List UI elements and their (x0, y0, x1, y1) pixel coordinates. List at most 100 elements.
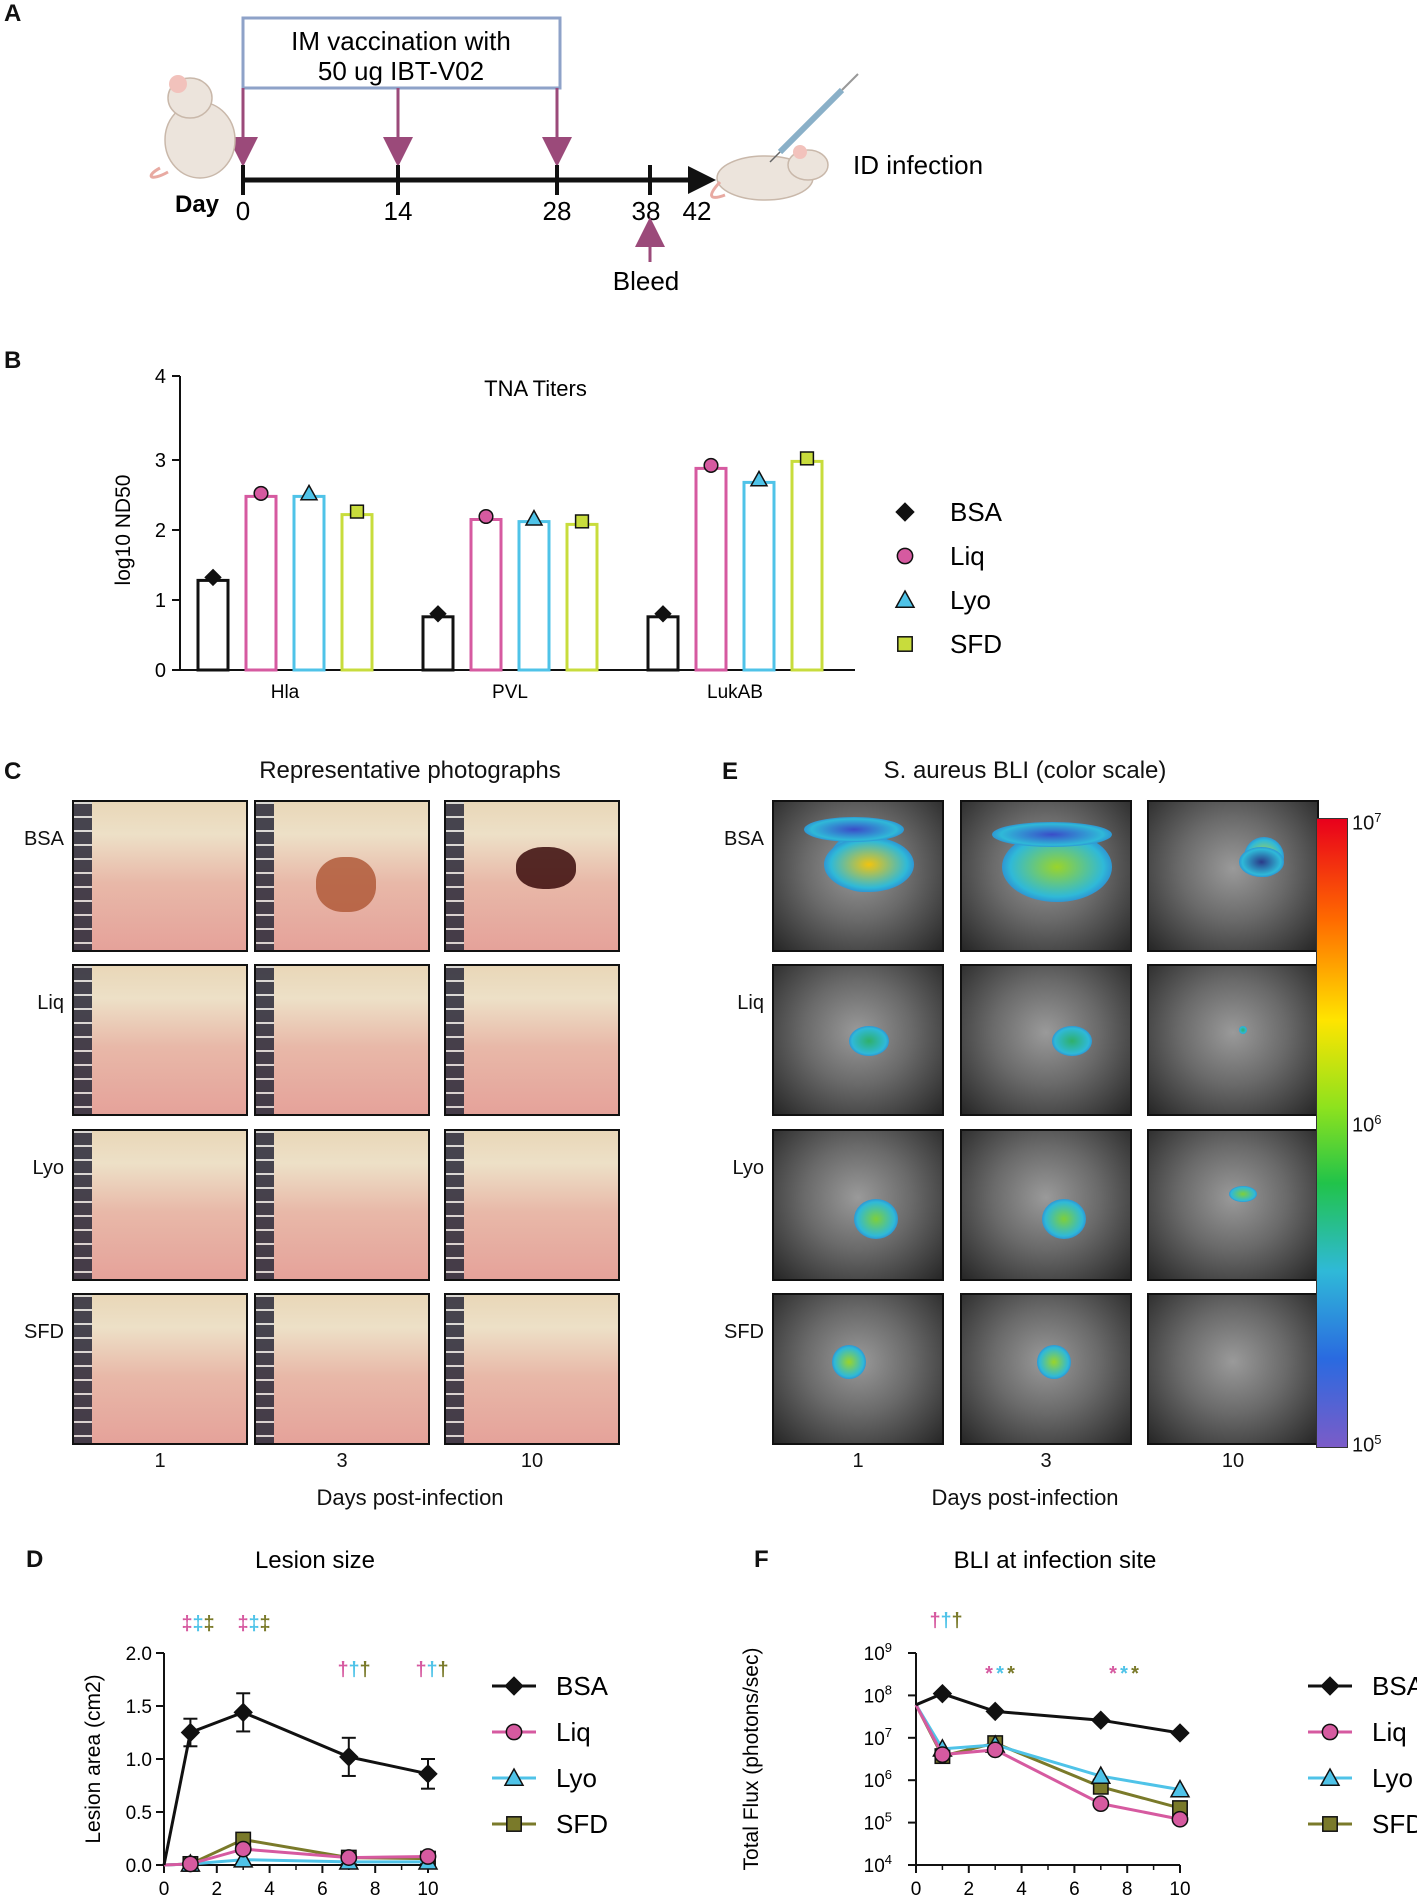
point-liq (1092, 1795, 1110, 1813)
legend-label: BSA (1372, 1671, 1417, 1701)
significance-mark: * (1131, 1663, 1139, 1685)
significance-mark: * (1120, 1663, 1128, 1685)
y-tick-label: 0.5 (126, 1803, 152, 1824)
bli-flux-chart: BLI at infection site 0 2 4 6 8 10 104 105 106 107… (740, 1547, 1417, 1900)
bli-signal (804, 817, 904, 842)
bli-signal (824, 837, 914, 892)
y-tick-label: 106 (864, 1767, 892, 1792)
significance-mark: † (359, 1659, 370, 1681)
significance-mark: * (1109, 1663, 1117, 1685)
x-tick-label: 0 (159, 1879, 170, 1900)
y-tick-label: 4 (155, 366, 166, 388)
bli-image (1147, 1129, 1319, 1281)
bli-signal (832, 1345, 866, 1379)
bar-liq (469, 518, 503, 672)
y-tick-label: 0 (155, 660, 166, 682)
point-liq (934, 1746, 951, 1764)
bar-sfd (790, 459, 824, 672)
bar-marker-sfd (349, 504, 365, 519)
ruler (74, 1295, 92, 1443)
photo-col-label: 10 (520, 1450, 544, 1472)
significance-mark: ‡ (203, 1613, 214, 1635)
tick-38: 38 (632, 196, 661, 226)
point-bsa (418, 1764, 438, 1784)
scale-bot-label: 105 (1352, 1432, 1382, 1457)
panel-d-letter: D (26, 1546, 44, 1573)
bli-image (1147, 964, 1319, 1116)
y-tick-label: 0.0 (126, 1856, 152, 1877)
x-tick-label: 6 (317, 1879, 328, 1900)
ruler (74, 1131, 92, 1279)
bar-sfd (565, 522, 599, 672)
legend-marker-lyo (894, 589, 916, 608)
y-tick-label: 105 (864, 1810, 892, 1835)
point-bsa (985, 1701, 1005, 1722)
bar-liq (244, 494, 278, 672)
tick-14: 14 (384, 196, 413, 226)
lesion-photo (254, 1293, 430, 1445)
panel-a-letter: A (4, 0, 22, 27)
legend-marker-liq (896, 547, 914, 565)
ruler (256, 802, 274, 950)
bar-lyo (742, 480, 776, 672)
lesion-photo (444, 1293, 620, 1445)
legend-label: SFD (1372, 1809, 1417, 1839)
mouse-syringe-icon (710, 73, 859, 201)
x-tick-label: 10 (417, 1879, 438, 1900)
ruler (446, 1131, 464, 1279)
vaccination-text-1: IM vaccination with (291, 26, 511, 56)
x-tick-label: LukAB (707, 682, 763, 700)
y-axis-label: Lesion area (cm2) (82, 1674, 105, 1843)
point-liq (234, 1840, 252, 1858)
significance-mark: † (951, 1610, 962, 1632)
y-tick-label: 107 (864, 1725, 892, 1750)
legend-marker-liq (1321, 1723, 1339, 1741)
bar-marker-liq (703, 457, 719, 473)
significance-mark: * (1007, 1663, 1015, 1685)
significance-mark: † (940, 1610, 951, 1632)
vaccination-text-2: 50 ug IBT-V02 (318, 56, 484, 86)
significance-mark: ‡ (248, 1613, 259, 1635)
y-axis-label: log10 ND50 (112, 475, 135, 586)
bli-image (960, 1129, 1132, 1281)
panel-e-letter: E (722, 758, 739, 785)
y-tick-label: 109 (864, 1640, 892, 1665)
bli-signal (849, 1026, 889, 1056)
significance-mark: * (996, 1663, 1004, 1685)
bli-row-label: Liq (737, 992, 764, 1014)
bli-image (1147, 1293, 1319, 1445)
bli-color-scale (1316, 818, 1348, 1448)
point-lyo (1169, 1779, 1191, 1798)
tick-42: 42 (683, 196, 712, 226)
legend-marker-sfd (1322, 1816, 1338, 1832)
bar-bsa (646, 615, 680, 672)
photo-col-label: 1 (154, 1450, 166, 1472)
y-tick-label: 3 (155, 450, 166, 472)
x-tick-label: 4 (1016, 1879, 1027, 1900)
significance-mark: † (415, 1659, 426, 1681)
y-tick-label: 1.5 (126, 1697, 152, 1718)
bli-signal (854, 1199, 898, 1239)
bar-liq (694, 466, 728, 672)
lesion-photo (254, 1129, 430, 1281)
bar-marker-liq (478, 508, 494, 525)
bli-signal (1037, 1345, 1071, 1379)
series-line-sfd (914, 1704, 1181, 1810)
bli-row-label: SFD (724, 1321, 764, 1343)
photo-col-label: 3 (336, 1450, 348, 1472)
lesion-photo (72, 1293, 248, 1445)
significance-mark: ‡ (181, 1613, 192, 1635)
point-bsa (932, 1683, 953, 1704)
infection-label: ID infection (853, 150, 983, 180)
bli-image (772, 800, 944, 952)
ruler (256, 966, 274, 1114)
photo-row-label: SFD (24, 1321, 64, 1343)
bar-lyo (517, 520, 551, 672)
bar-lyo (292, 494, 326, 672)
x-tick-label: PVL (492, 682, 528, 700)
bar-marker-lyo (299, 483, 319, 501)
panel-c-letter: C (4, 758, 22, 785)
bli-row-label: BSA (723, 828, 764, 850)
bli-image (772, 1129, 944, 1281)
